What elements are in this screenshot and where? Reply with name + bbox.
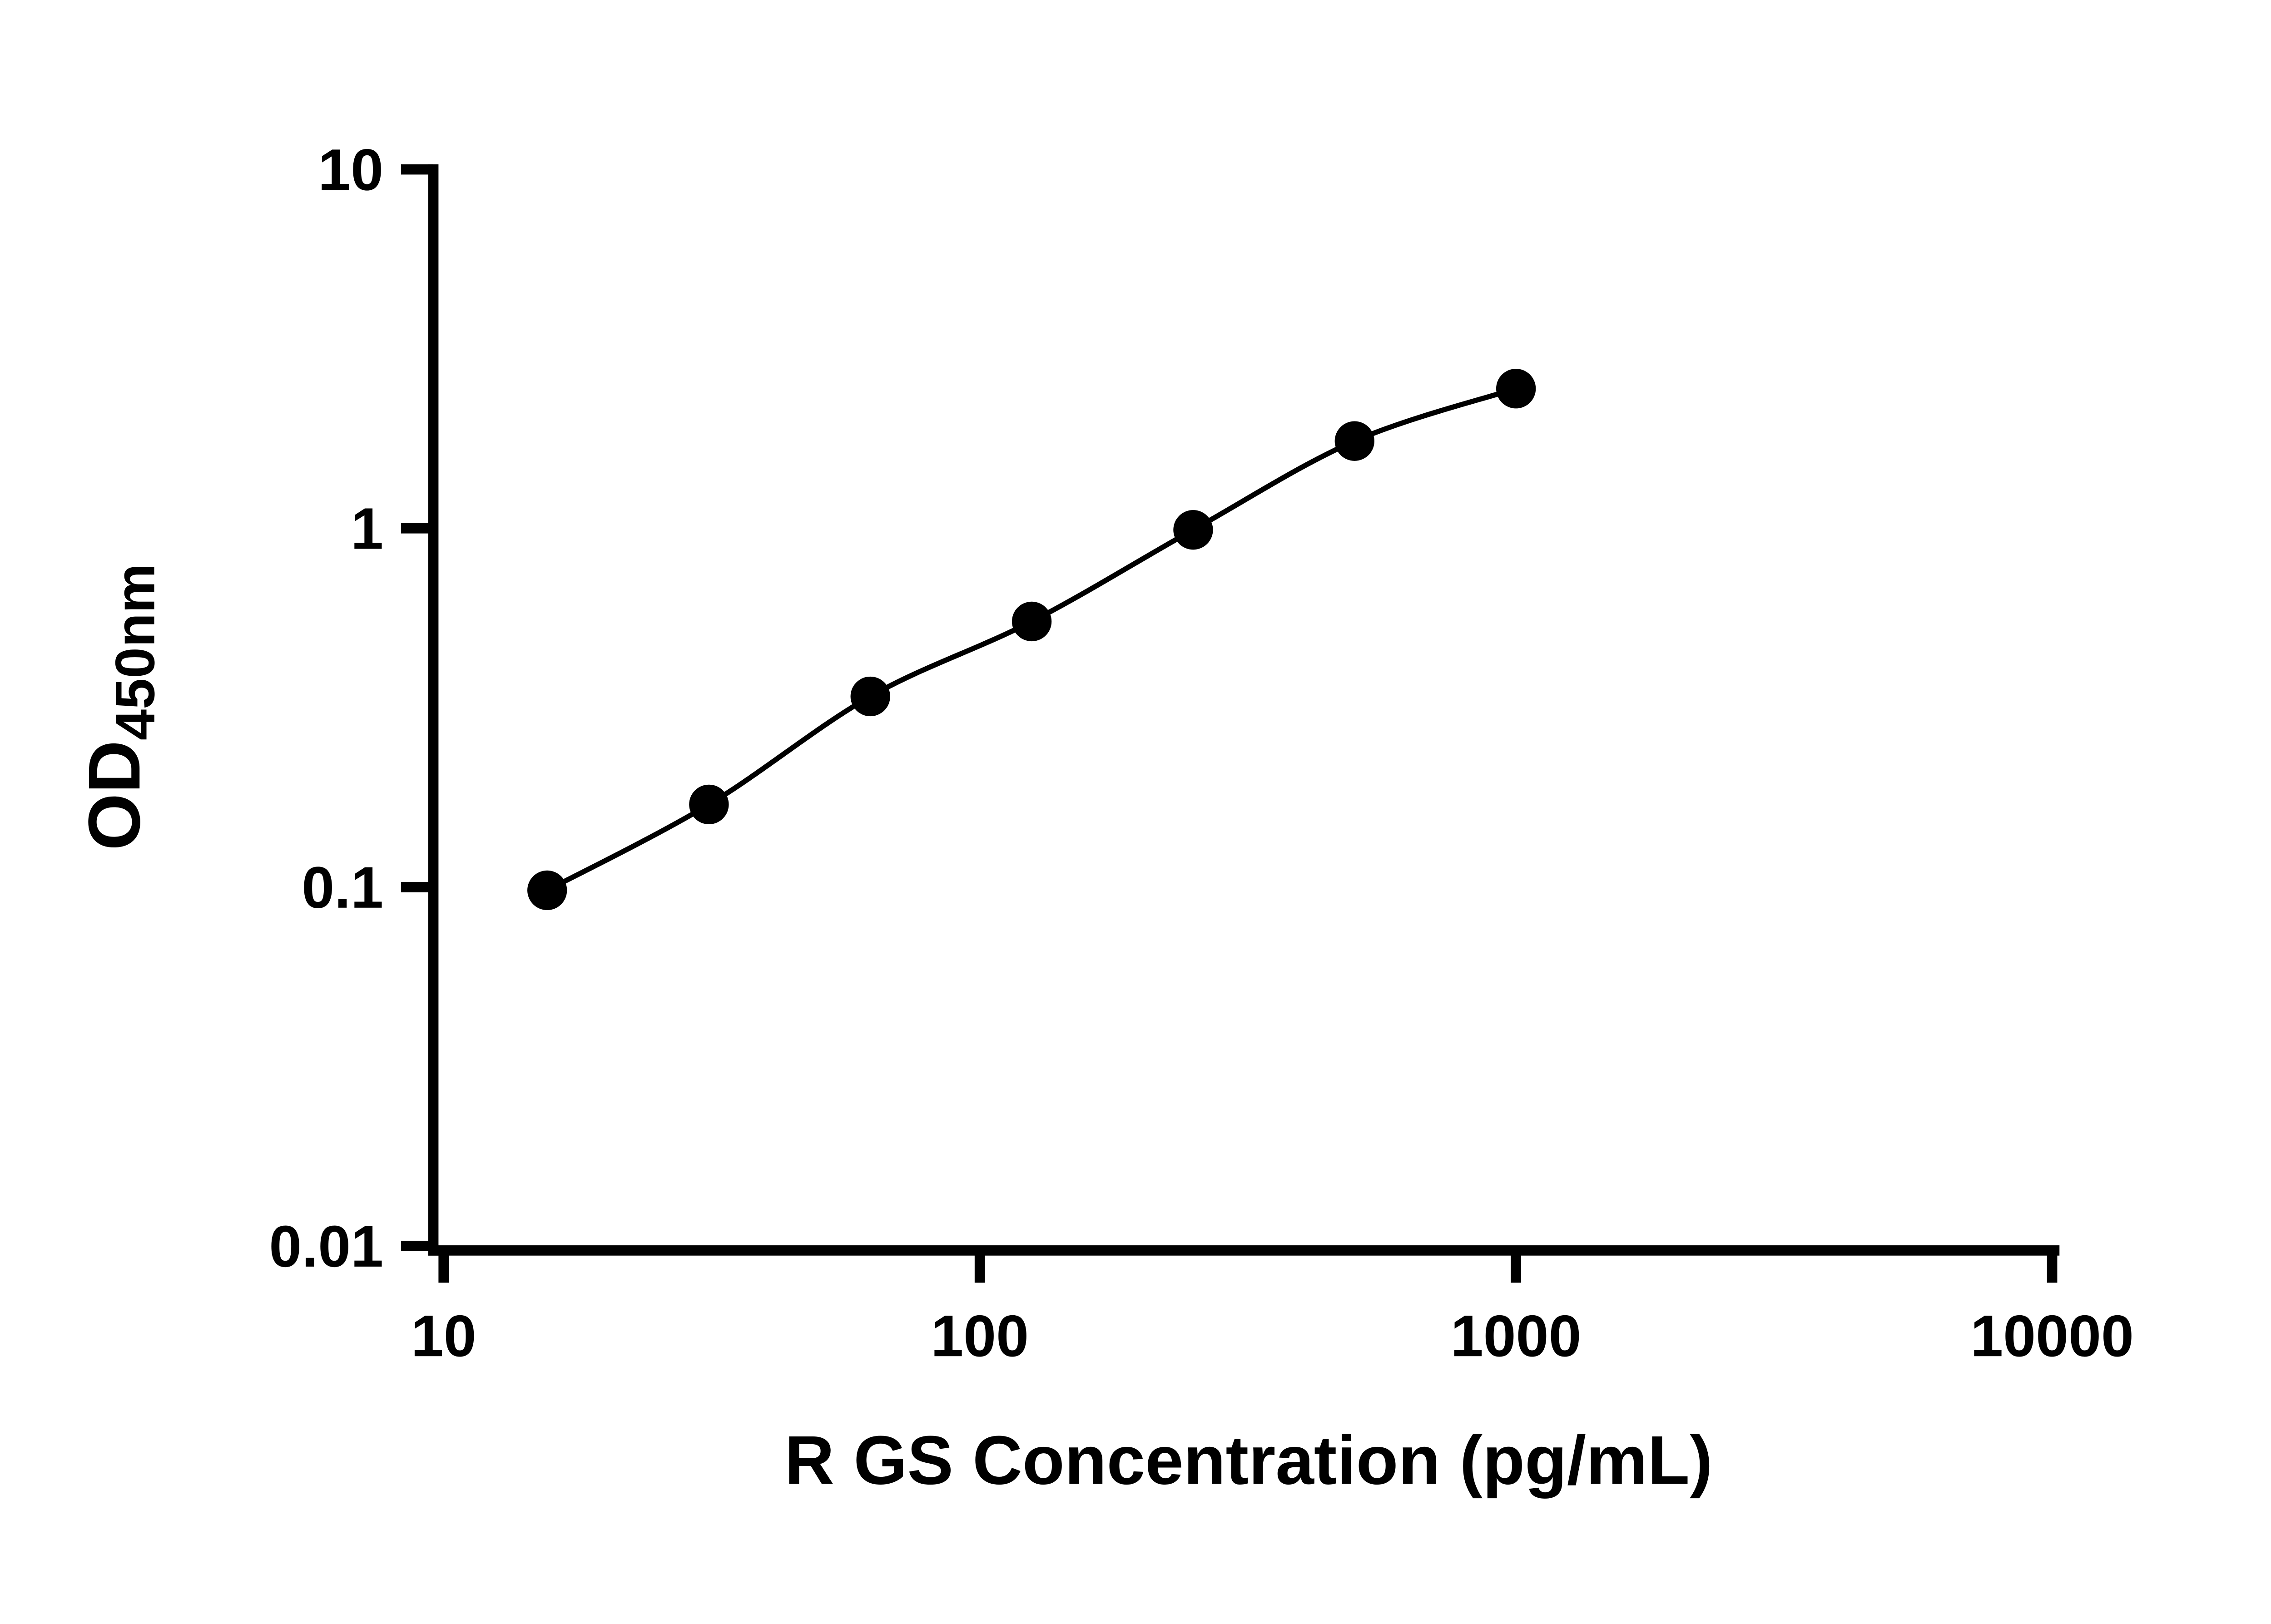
y-tick-label: 0.1 — [302, 855, 383, 921]
y-axis-label: OD450nm — [74, 564, 166, 851]
x-tick-label: 1000 — [1451, 1303, 1582, 1369]
data-point — [689, 784, 729, 825]
data-point — [850, 676, 890, 717]
x-tick-label: 10000 — [1970, 1303, 2134, 1369]
y-axis-label-subscript: 450nm — [104, 564, 167, 740]
x-axis-label: R GS Concentration (pg/mL) — [784, 1422, 1712, 1499]
y-tick-label: 10 — [318, 137, 383, 203]
data-point — [1334, 421, 1374, 461]
data-point — [1173, 510, 1213, 550]
data-series — [527, 369, 1536, 911]
data-point — [1496, 369, 1536, 409]
x-tick-label: 100 — [931, 1303, 1029, 1369]
y-tick-label: 0.01 — [269, 1214, 383, 1279]
axes — [428, 164, 2060, 1256]
axis-ticks — [401, 164, 2058, 1283]
y-axis-label-main: OD — [74, 740, 155, 851]
data-point — [1012, 601, 1052, 642]
axis-tick-labels: 10 100 1000 10000 0.01 0.1 1 10 — [269, 137, 2134, 1369]
x-tick-label: 10 — [411, 1303, 476, 1369]
y-tick-label: 1 — [351, 496, 383, 562]
data-point — [527, 870, 567, 911]
